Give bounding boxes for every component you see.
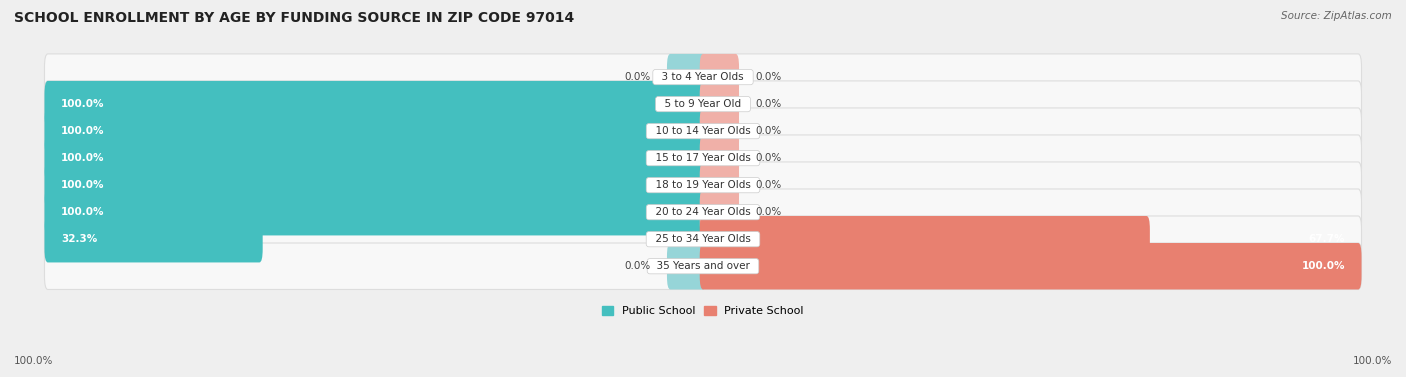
Text: 100.0%: 100.0% (60, 99, 104, 109)
FancyBboxPatch shape (45, 54, 1361, 100)
Text: 3 to 4 Year Olds: 3 to 4 Year Olds (655, 72, 751, 82)
Text: 25 to 34 Year Olds: 25 to 34 Year Olds (648, 234, 758, 244)
Text: 18 to 19 Year Olds: 18 to 19 Year Olds (648, 180, 758, 190)
Legend: Public School, Private School: Public School, Private School (598, 301, 808, 320)
FancyBboxPatch shape (700, 54, 740, 100)
FancyBboxPatch shape (700, 135, 740, 181)
Text: Source: ZipAtlas.com: Source: ZipAtlas.com (1281, 11, 1392, 21)
Text: 32.3%: 32.3% (60, 234, 97, 244)
Text: 0.0%: 0.0% (755, 153, 782, 163)
FancyBboxPatch shape (45, 162, 706, 208)
FancyBboxPatch shape (45, 135, 706, 181)
Text: 100.0%: 100.0% (60, 126, 104, 136)
FancyBboxPatch shape (45, 162, 1361, 208)
FancyBboxPatch shape (666, 243, 706, 290)
FancyBboxPatch shape (45, 81, 1361, 127)
FancyBboxPatch shape (700, 189, 740, 236)
Text: SCHOOL ENROLLMENT BY AGE BY FUNDING SOURCE IN ZIP CODE 97014: SCHOOL ENROLLMENT BY AGE BY FUNDING SOUR… (14, 11, 574, 25)
Text: 100.0%: 100.0% (14, 356, 53, 366)
Text: 0.0%: 0.0% (624, 72, 651, 82)
Text: 5 to 9 Year Old: 5 to 9 Year Old (658, 99, 748, 109)
Text: 0.0%: 0.0% (755, 180, 782, 190)
FancyBboxPatch shape (45, 135, 1361, 181)
Text: 35 Years and over: 35 Years and over (650, 261, 756, 271)
Text: 67.7%: 67.7% (1309, 234, 1346, 244)
Text: 10 to 14 Year Olds: 10 to 14 Year Olds (650, 126, 756, 136)
Text: 0.0%: 0.0% (624, 261, 651, 271)
FancyBboxPatch shape (700, 81, 740, 127)
FancyBboxPatch shape (45, 216, 1361, 262)
Text: 15 to 17 Year Olds: 15 to 17 Year Olds (648, 153, 758, 163)
Text: 100.0%: 100.0% (60, 153, 104, 163)
FancyBboxPatch shape (45, 189, 706, 236)
FancyBboxPatch shape (666, 54, 706, 100)
FancyBboxPatch shape (45, 81, 706, 127)
Text: 0.0%: 0.0% (755, 99, 782, 109)
Text: 100.0%: 100.0% (60, 207, 104, 217)
Text: 0.0%: 0.0% (755, 72, 782, 82)
FancyBboxPatch shape (45, 216, 263, 262)
Text: 100.0%: 100.0% (1353, 356, 1392, 366)
Text: 0.0%: 0.0% (755, 126, 782, 136)
FancyBboxPatch shape (45, 108, 706, 155)
Text: 20 to 24 Year Olds: 20 to 24 Year Olds (650, 207, 756, 217)
Text: 0.0%: 0.0% (755, 207, 782, 217)
Text: 100.0%: 100.0% (1302, 261, 1346, 271)
FancyBboxPatch shape (700, 162, 740, 208)
Text: 100.0%: 100.0% (60, 180, 104, 190)
FancyBboxPatch shape (700, 216, 1150, 262)
FancyBboxPatch shape (45, 108, 1361, 155)
FancyBboxPatch shape (45, 243, 1361, 290)
FancyBboxPatch shape (700, 108, 740, 155)
FancyBboxPatch shape (700, 243, 1361, 290)
FancyBboxPatch shape (45, 189, 1361, 236)
